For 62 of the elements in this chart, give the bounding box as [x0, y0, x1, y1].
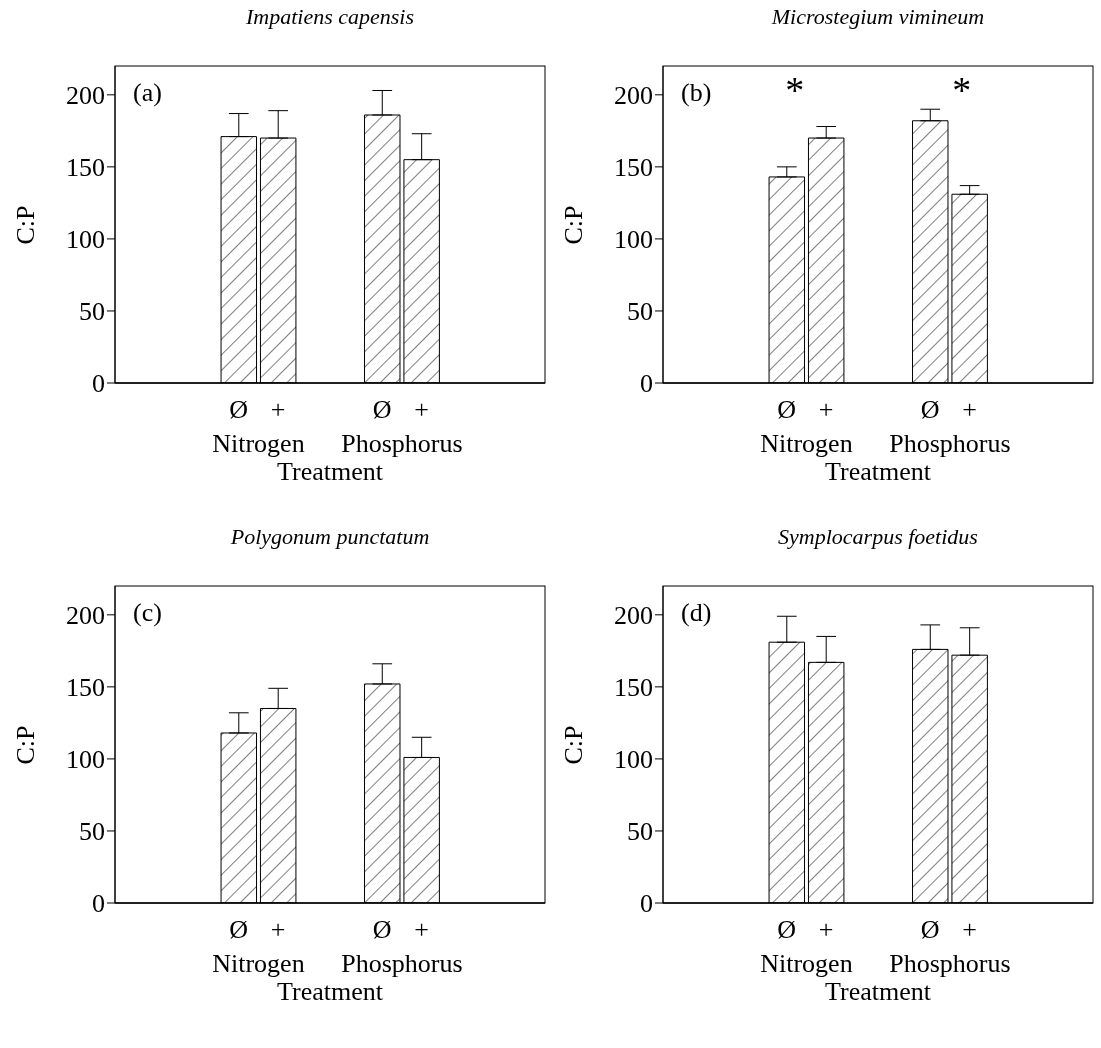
y-tick-label: 200: [614, 81, 653, 111]
chart-title: Polygonum punctatum: [229, 524, 431, 550]
x-axis-title: Treatment: [824, 457, 932, 487]
x-tick-label: Ø: [919, 395, 941, 425]
y-tick-label: 200: [66, 601, 105, 631]
x-tick-label: +: [817, 395, 835, 425]
x-tick-label: Ø: [228, 915, 250, 945]
y-tick-label: 50: [627, 817, 653, 847]
text: (a): [133, 78, 162, 108]
x-tick-label: Ø: [776, 395, 798, 425]
y-axis-title: C:P: [10, 724, 41, 765]
y-tick-label: 150: [66, 673, 105, 703]
text: Phosphorus: [889, 429, 1011, 458]
y-tick-label: 200: [66, 81, 105, 111]
x-tick-label: Ø: [371, 915, 393, 945]
y-tick-label: 200: [614, 601, 653, 631]
x-tick-label: Ø: [919, 915, 941, 945]
text: Nitrogen: [212, 949, 305, 978]
x-axis-title: Treatment: [824, 977, 932, 1007]
text: Phosphorus: [889, 949, 1011, 978]
text: Nitrogen: [760, 949, 853, 978]
y-axis-title: C:P: [558, 204, 589, 245]
y-tick-label: 150: [614, 153, 653, 183]
y-tick-label: 150: [66, 153, 105, 183]
x-tick-label: +: [961, 395, 978, 425]
text: (c): [133, 598, 162, 628]
text: Nitrogen: [760, 429, 853, 458]
x-tick-label: Ø: [228, 395, 250, 425]
y-tick-label: 100: [66, 225, 105, 255]
annotation: *: [951, 69, 973, 111]
chart-title: Symplocarpus foetidus: [777, 524, 979, 550]
x-tick-label: +: [269, 915, 287, 945]
x-axis-title: Treatment: [276, 457, 384, 487]
y-tick-label: 0: [640, 889, 653, 919]
y-tick-label: 100: [66, 745, 105, 775]
y-tick-label: 50: [79, 817, 105, 847]
y-tick-label: 50: [79, 297, 105, 327]
x-tick-label: Ø: [776, 915, 798, 945]
text: (b): [681, 78, 712, 108]
x-tick-label: +: [817, 915, 835, 945]
y-tick-label: 0: [92, 889, 105, 919]
text: Phosphorus: [341, 429, 463, 458]
y-tick-label: 0: [92, 369, 105, 399]
annotation: *: [784, 69, 806, 111]
x-tick-label: +: [961, 915, 978, 945]
y-tick-label: 100: [614, 745, 653, 775]
x-axis-title: Treatment: [276, 977, 384, 1007]
x-tick-label: +: [413, 395, 430, 425]
y-tick-label: 0: [640, 369, 653, 399]
y-tick-label: 100: [614, 225, 653, 255]
x-tick-label: Ø: [371, 395, 393, 425]
y-axis-title: C:P: [10, 204, 41, 245]
y-axis-title: C:P: [558, 724, 589, 765]
x-tick-label: +: [413, 915, 430, 945]
chart-title: Impatiens capensis: [245, 4, 415, 30]
y-tick-label: 50: [627, 297, 653, 327]
x-tick-label: +: [269, 395, 287, 425]
text: Nitrogen: [212, 429, 305, 458]
text: Phosphorus: [341, 949, 463, 978]
text: (d): [681, 598, 712, 628]
chart-title: Microstegium vimineum: [770, 4, 986, 30]
y-tick-label: 150: [614, 673, 653, 703]
